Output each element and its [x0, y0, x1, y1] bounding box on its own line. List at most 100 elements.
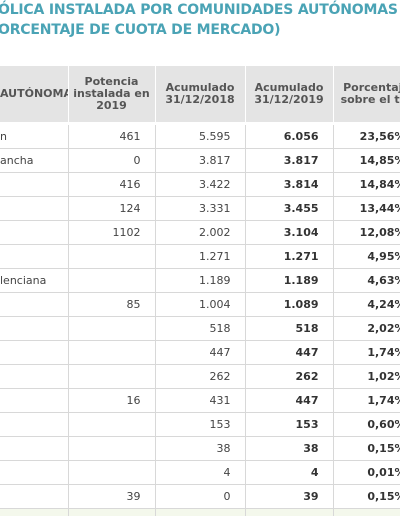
table-cell [0, 244, 69, 269]
table-cell [0, 196, 69, 221]
table-cell: 447 [155, 340, 246, 365]
table-cell: 38 [245, 436, 334, 461]
table-cell [0, 340, 69, 365]
table-cell: 1.004 [155, 292, 246, 317]
table-cell: 13,44% [333, 196, 400, 221]
table-cell: 0 [68, 148, 156, 173]
header-cell: Acumulado 31/12/2019 [245, 66, 334, 122]
title-line: ORCENTAJE DE CUOTA DE MERCADO) [0, 22, 281, 38]
table-cell: 3.814 [245, 172, 334, 197]
table-cell: 0,01% [333, 460, 400, 485]
table-cell: 1.271 [155, 244, 246, 269]
total-cell: 2.243 [68, 508, 156, 516]
table-cell: 14,84% [333, 172, 400, 197]
data-table: AUTÓNOMA Potencia instalada en 2019 Acumul… [0, 66, 400, 516]
table-cell [68, 244, 156, 269]
table-cell: 1,74% [333, 340, 400, 365]
table-cell: 153 [155, 412, 246, 437]
table-cell: 3.817 [155, 148, 246, 173]
total-cell [333, 508, 400, 516]
table-cell: ancha [0, 148, 69, 173]
total-cell: 23.484 [155, 508, 246, 516]
table-cell [0, 220, 69, 245]
table-cell [68, 460, 156, 485]
table-cell: 3.817 [245, 148, 334, 173]
table-cell: 3.104 [245, 220, 334, 245]
table-cell: 4,24% [333, 292, 400, 317]
table-cell [68, 412, 156, 437]
table-cell [0, 172, 69, 197]
table-cell: 1.089 [245, 292, 334, 317]
table-cell: 0,15% [333, 436, 400, 461]
table-cell: 0,60% [333, 412, 400, 437]
table-cell: 4,63% [333, 268, 400, 293]
header-cell: Potencia instalada en 2019 [68, 66, 156, 122]
table-cell [68, 316, 156, 341]
table-cell: 461 [68, 125, 156, 149]
table-cell: lenciana [0, 268, 69, 293]
total-row: 2.24323.48425.704 [0, 508, 400, 516]
table-cell: 3.422 [155, 172, 246, 197]
table-cell: 1,74% [333, 388, 400, 413]
total-cell [0, 508, 69, 516]
table-cell: 2.002 [155, 220, 246, 245]
table-cell: 3.455 [245, 196, 334, 221]
table-cell: 16 [68, 388, 156, 413]
table-cell: 39 [245, 484, 334, 509]
table-cell: 39 [68, 484, 156, 509]
table-cell [0, 364, 69, 389]
table-cell [0, 460, 69, 485]
table-cell [0, 316, 69, 341]
table-cell: 1.189 [155, 268, 246, 293]
table-cell [0, 412, 69, 437]
header-cell: AUTÓNOMA [0, 66, 69, 122]
table-cell: 4,95% [333, 244, 400, 269]
table-cell: 14,85% [333, 148, 400, 173]
table-cell: 1.271 [245, 244, 334, 269]
table-cell [0, 484, 69, 509]
table-cell: 4 [155, 460, 246, 485]
table-cell: 2,02% [333, 316, 400, 341]
table-cell: 262 [155, 364, 246, 389]
total-cell: 25.704 [245, 508, 334, 516]
table-cell [0, 388, 69, 413]
table-cell: 416 [68, 172, 156, 197]
table-cell: 262 [245, 364, 334, 389]
table-cell: 6.056 [245, 125, 334, 149]
table-cell [68, 436, 156, 461]
table-cell: 38 [155, 436, 246, 461]
header-cell: Porcentaje sobre el tot [333, 66, 400, 122]
table-cell: 4 [245, 460, 334, 485]
header-row: AUTÓNOMA Potencia instalada en 2019 Acumul… [0, 66, 400, 122]
table-cell: 431 [155, 388, 246, 413]
table-cell [68, 340, 156, 365]
table-cell: 124 [68, 196, 156, 221]
table-cell: 447 [245, 388, 334, 413]
table-cell: 85 [68, 292, 156, 317]
header-cell: Acumulado 31/12/2018 [155, 66, 246, 122]
table-cell: 518 [155, 316, 246, 341]
table-cell: 153 [245, 412, 334, 437]
table-cell [68, 268, 156, 293]
table-cell: 1102 [68, 220, 156, 245]
table-cell: 1,02% [333, 364, 400, 389]
table-cell: 0 [155, 484, 246, 509]
table-cell: 447 [245, 340, 334, 365]
table-cell: n [0, 125, 69, 149]
table-cell: 0,15% [333, 484, 400, 509]
table-cell: 3.331 [155, 196, 246, 221]
table-cell: 12,08% [333, 220, 400, 245]
